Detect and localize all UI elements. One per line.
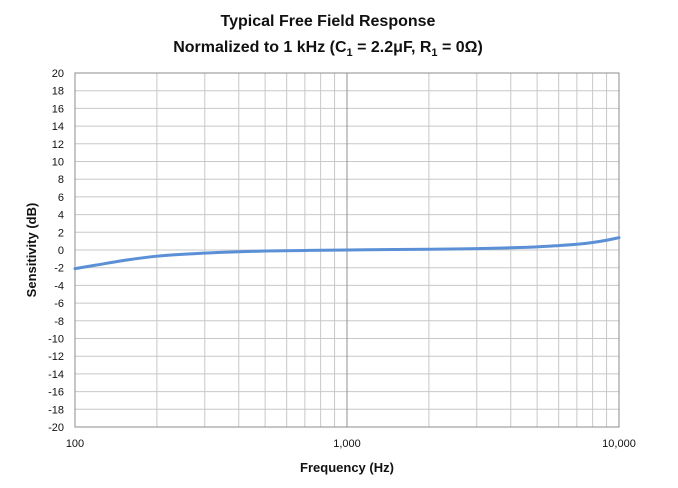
- y-tick-labels: 20181614121086420-2-4-6-8-10-12-14-16-18…: [48, 68, 64, 434]
- y-tick-label: -6: [54, 298, 64, 310]
- y-tick-label: -4: [54, 280, 64, 292]
- y-tick-label: -8: [54, 316, 64, 328]
- chart-subtitle-middle: = 2.2μF, R: [353, 39, 432, 56]
- x-tick-label: 100: [66, 438, 84, 450]
- y-tick-label: 0: [58, 245, 64, 257]
- y-tick-label: 20: [52, 68, 64, 80]
- chart-subtitle: Normalized to 1 kHz (C1 = 2.2μF, R1 = 0Ω…: [173, 39, 483, 59]
- chart-subtitle-suffix: = 0Ω): [438, 39, 483, 56]
- x-axis-label: Frequency (Hz): [300, 460, 394, 475]
- y-tick-label: 2: [58, 227, 64, 239]
- y-tick-label: -12: [48, 351, 64, 363]
- y-tick-label: 16: [52, 103, 64, 115]
- chart-subtitle-prefix: Normalized to 1 kHz (C: [173, 39, 347, 56]
- y-tick-label: -20: [48, 422, 64, 434]
- y-tick-label: 14: [52, 121, 64, 133]
- x-tick-label: 10,000: [602, 438, 636, 450]
- x-tick-label: 1,000: [333, 438, 361, 450]
- chart-subtitle-sub1: 1: [347, 47, 353, 59]
- series-layer: [73, 236, 621, 271]
- y-tick-label: -16: [48, 387, 64, 399]
- y-tick-label: 10: [52, 157, 64, 169]
- chart-subtitle-sub2: 1: [431, 47, 437, 59]
- series-line: [73, 236, 621, 271]
- y-tick-label: -14: [48, 369, 64, 381]
- y-tick-label: -2: [54, 263, 64, 275]
- y-tick-label: 18: [52, 86, 64, 98]
- y-tick-label: 12: [52, 139, 64, 151]
- y-tick-label: 8: [58, 174, 64, 186]
- y-axis-label: Sensitivity (dB): [24, 203, 39, 298]
- y-tick-label: -18: [48, 404, 64, 416]
- y-tick-label: -10: [48, 334, 64, 346]
- plot-border: [74, 72, 620, 428]
- x-tick-labels: 100 1,000 10,000: [66, 438, 636, 450]
- y-tick-label: 6: [58, 192, 64, 204]
- y-tick-label: 4: [58, 210, 64, 222]
- chart-title: Typical Free Field Response: [221, 13, 436, 30]
